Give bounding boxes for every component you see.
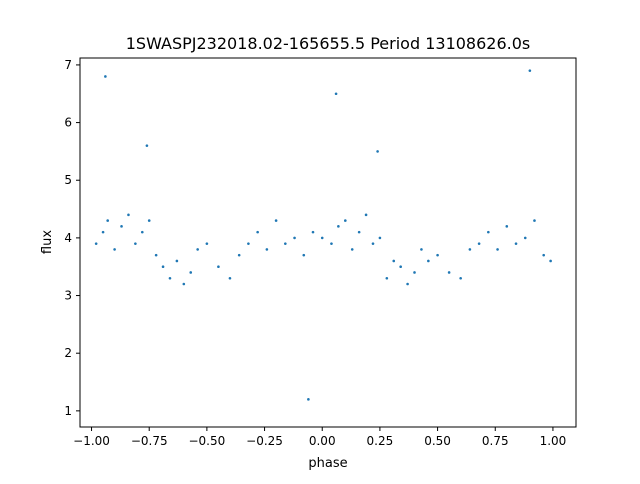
- data-point: [496, 248, 499, 251]
- data-point: [337, 225, 340, 228]
- data-point: [371, 242, 375, 245]
- data-point: [140, 230, 144, 234]
- x-tick-label: −0.25: [246, 434, 283, 448]
- data-point: [533, 219, 536, 222]
- data-point: [205, 242, 209, 245]
- y-tick-label: 3: [64, 289, 72, 303]
- x-axis: −1.00 −0.75 −0.50 −0.25 0.00 0.25 0.50 0.75 1.00: [73, 427, 566, 448]
- data-point: [378, 236, 382, 240]
- points-layer: [94, 69, 552, 401]
- chart-title: 1SWASPJ232018.02-165655.5 Period 1310862…: [126, 34, 531, 53]
- data-point: [147, 219, 151, 222]
- data-point: [127, 213, 130, 217]
- data-point: [385, 276, 389, 280]
- data-point: [284, 242, 287, 245]
- x-axis-label: phase: [308, 456, 347, 471]
- y-tick-label: 5: [64, 173, 72, 187]
- data-point: [334, 92, 338, 96]
- y-axis-label: flux: [40, 230, 55, 254]
- x-tick-label: 1.00: [540, 434, 567, 448]
- y-tick-label: 4: [64, 231, 72, 245]
- data-point: [247, 242, 250, 245]
- data-point: [413, 271, 416, 274]
- data-point: [101, 230, 105, 234]
- data-point: [505, 225, 509, 228]
- data-point: [514, 242, 518, 245]
- data-point: [350, 248, 354, 251]
- x-tick-label: 0.00: [309, 434, 336, 448]
- data-point: [459, 276, 462, 280]
- y-tick-label: 7: [64, 58, 72, 72]
- data-point: [154, 253, 158, 257]
- data-point: [406, 282, 409, 286]
- data-point: [468, 248, 472, 251]
- x-tick-label: 0.25: [367, 434, 394, 448]
- data-point: [265, 248, 269, 251]
- y-axis: 1 2 3 4 5 6 7: [64, 58, 80, 418]
- data-point: [436, 253, 439, 257]
- data-point: [447, 271, 451, 274]
- data-point: [549, 259, 552, 263]
- data-point: [104, 75, 107, 78]
- data-point: [427, 259, 430, 263]
- data-point: [320, 236, 324, 240]
- x-tick-label: −1.00: [73, 434, 110, 448]
- data-point: [237, 253, 241, 257]
- data-point: [94, 242, 98, 245]
- y-tick-label: 1: [64, 404, 72, 418]
- y-tick-label: 6: [64, 116, 72, 130]
- data-point: [145, 144, 149, 147]
- data-point: [196, 248, 199, 251]
- data-point: [134, 242, 137, 245]
- data-point: [256, 230, 259, 234]
- data-point: [274, 219, 278, 222]
- x-tick-label: 0.75: [482, 434, 509, 448]
- data-point: [307, 398, 310, 401]
- plot-frame: [79, 57, 577, 428]
- data-point: [293, 236, 296, 240]
- data-point: [487, 230, 490, 234]
- data-point: [106, 219, 109, 222]
- data-point: [364, 213, 368, 217]
- data-point: [161, 265, 165, 269]
- x-tick-label: 0.50: [424, 434, 451, 448]
- x-tick-label: −0.50: [188, 434, 225, 448]
- data-point: [217, 265, 220, 269]
- data-point: [420, 248, 423, 251]
- data-point: [113, 248, 116, 251]
- data-point: [175, 259, 179, 263]
- data-point: [528, 69, 532, 72]
- data-point: [523, 236, 527, 240]
- data-point: [542, 253, 545, 257]
- data-point: [330, 242, 333, 245]
- y-tick-label: 2: [64, 346, 72, 360]
- data-point: [376, 150, 379, 153]
- data-point: [228, 276, 232, 280]
- data-point: [311, 230, 315, 234]
- data-point: [182, 282, 186, 286]
- data-point: [399, 265, 402, 269]
- data-point: [344, 219, 347, 222]
- data-point: [357, 230, 361, 234]
- data-point: [168, 276, 172, 280]
- data-point: [392, 259, 396, 263]
- x-tick-label: −0.75: [131, 434, 168, 448]
- data-point: [302, 253, 306, 257]
- data-point: [477, 242, 481, 245]
- data-point: [189, 271, 193, 274]
- data-point: [120, 225, 123, 228]
